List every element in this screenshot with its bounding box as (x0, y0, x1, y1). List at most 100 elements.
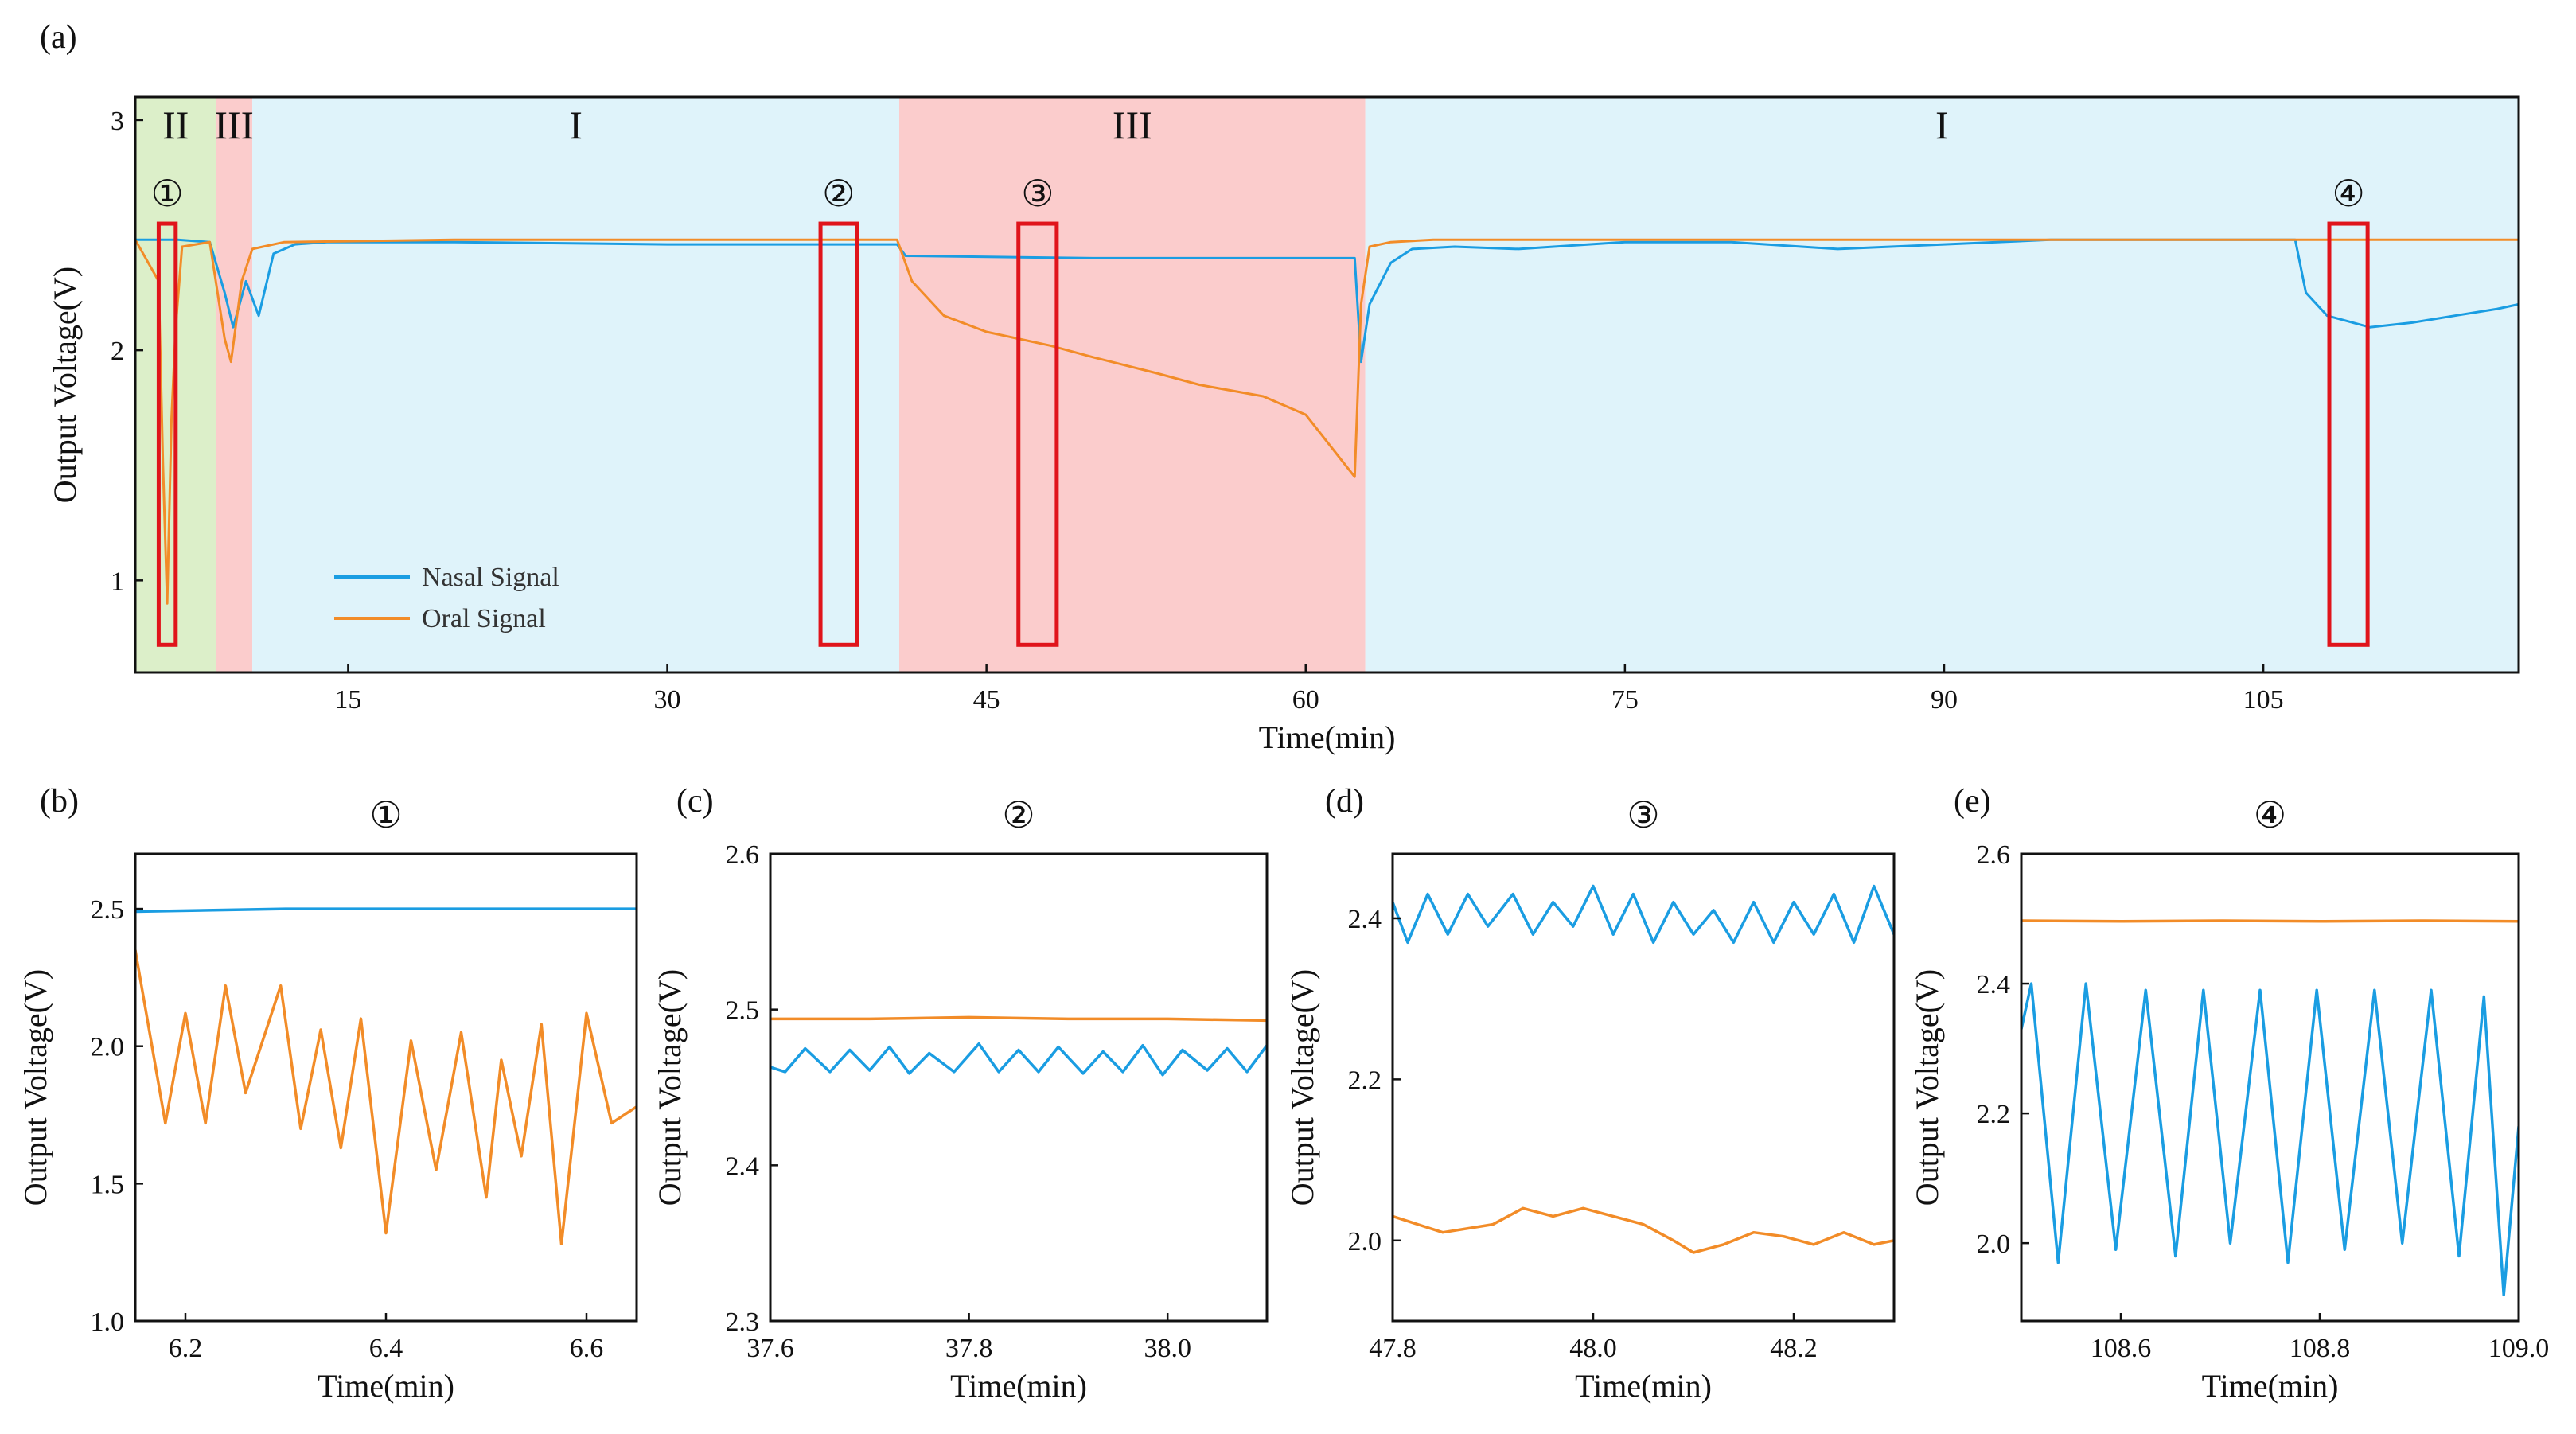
series-line (135, 949, 637, 1246)
series-line (135, 238, 2519, 364)
y-tick-label: 2.0 (1348, 1227, 1382, 1257)
y-axis-title: Output Voltage(V) (47, 267, 83, 503)
zone-band (216, 97, 253, 672)
series-line (1393, 884, 1894, 945)
series-line (770, 1015, 1267, 1023)
x-axis-title: Time(min) (950, 1368, 1087, 1404)
zone-label: III (1113, 103, 1152, 147)
series-group (2021, 919, 2519, 1297)
y-tick-label: 2.3 (726, 1307, 760, 1337)
chart-panel-2: 37.6 37.8 38.0 2.3 2.4 2.5 2.6 Time(min) Output … (652, 783, 1269, 1404)
chart-panel-0: II III I III I① ② ③ ④15 30 45 60 75 90 105123Time(min… (40, 19, 2520, 755)
x-tick-label: 37.6 (746, 1334, 794, 1363)
marker-label: ④ (2332, 173, 2364, 214)
marker-label: ① (150, 173, 183, 214)
x-tick-label: 45 (973, 685, 1000, 715)
y-tick-label: 2.5 (91, 895, 125, 925)
panel-letter: (b) (40, 783, 79, 820)
marker-box (2327, 221, 2370, 647)
panel-letter: (c) (676, 783, 714, 820)
y-tick-label: 2.5 (726, 996, 760, 1026)
series-line (2021, 982, 2519, 1297)
x-tick-label: 48.2 (1770, 1334, 1818, 1363)
zone-band (252, 97, 900, 672)
panel-letter: (a) (40, 19, 77, 56)
marker-label: ② (822, 173, 855, 214)
zone-label: I (569, 103, 583, 147)
chart-panel-3: 47.8 48.0 48.2 2.0 2.2 2.4 Time(min) Output Vol… (1284, 783, 1896, 1404)
x-axis-title: Time(min) (318, 1368, 454, 1404)
series-line (1393, 1206, 1894, 1254)
series-group (135, 238, 2519, 605)
plot-frame (2020, 852, 2520, 1323)
panel-marker-title: ① (369, 795, 402, 836)
y-tick-label: 2.6 (726, 840, 760, 870)
x-tick-label: 108.6 (2091, 1334, 2152, 1363)
panel-marker-title: ④ (2254, 795, 2286, 836)
zone-label: II (162, 103, 189, 147)
y-axis-title: Output Voltage(V) (18, 969, 53, 1206)
x-tick-label: 38.0 (1144, 1334, 1191, 1363)
y-tick-label: 1.5 (91, 1170, 125, 1199)
y-tick-label: 1 (111, 567, 124, 596)
x-tick-label: 37.8 (945, 1334, 993, 1363)
y-tick-label: 2.4 (1348, 905, 1382, 934)
y-tick-label: 3 (111, 107, 124, 136)
panel-letter: (e) (1954, 783, 1991, 820)
marker-box (1016, 221, 1059, 647)
y-axis-title: Output Voltage(V) (1284, 969, 1320, 1206)
x-tick-label: 6.4 (369, 1334, 403, 1363)
x-axis-title: Time(min) (1575, 1368, 1712, 1404)
y-tick-label: 2.6 (1977, 840, 2011, 870)
y-tick-label: 2.4 (726, 1151, 760, 1181)
panel-letter: (d) (1325, 783, 1364, 820)
zone-band (899, 97, 1366, 672)
x-axis-title: Time(min) (2202, 1368, 2339, 1404)
x-tick-label: 75 (1611, 685, 1639, 715)
zone-label: III (214, 103, 254, 147)
x-tick-label: 6.2 (169, 1334, 203, 1363)
plot-frame (1391, 852, 1896, 1323)
chart-panel-4: 108.6 108.8 109.0 2.0 2.2 2.4 2.6 Time(min) Outp… (1909, 783, 2549, 1404)
y-tick-label: 2.0 (1977, 1229, 2011, 1259)
series-line (770, 1042, 1267, 1077)
marker-box (156, 221, 178, 647)
plot-frame (134, 95, 2520, 674)
series-line (135, 238, 2519, 605)
x-tick-label: 6.6 (570, 1334, 604, 1363)
legend-label: Nasal Signal (422, 563, 559, 592)
chart-panel-1: 6.2 6.4 6.6 1.0 1.5 2.0 2.5 Time(min) Output Vol… (18, 783, 638, 1404)
series-line (2021, 919, 2519, 923)
marker-label: ③ (1021, 173, 1054, 214)
panel-marker-title: ③ (1627, 795, 1659, 836)
y-axis-title: Output Voltage(V) (652, 969, 688, 1206)
series-group (1393, 884, 1894, 1254)
y-tick-label: 2.0 (91, 1033, 125, 1062)
panel-marker-title: ② (1002, 795, 1035, 836)
x-tick-label: 60 (1292, 685, 1319, 715)
y-tick-label: 2.2 (1977, 1100, 2011, 1129)
series-group (135, 907, 637, 1246)
y-tick-label: 2 (111, 337, 124, 366)
plot-frame (769, 852, 1269, 1323)
y-tick-label: 1.0 (91, 1307, 125, 1337)
x-tick-label: 48.0 (1569, 1334, 1617, 1363)
x-tick-label: 90 (1931, 685, 1958, 715)
x-tick-label: 109.0 (2488, 1334, 2550, 1363)
y-axis-title: Output Voltage(V) (1909, 969, 1945, 1206)
x-tick-label: 108.8 (2290, 1334, 2351, 1363)
y-tick-label: 2.2 (1348, 1066, 1382, 1095)
x-axis-title: Time(min) (1259, 719, 1396, 755)
x-tick-label: 105 (2243, 685, 2284, 715)
marker-box (818, 221, 859, 647)
x-tick-label: 15 (334, 685, 361, 715)
series-group (770, 1015, 1267, 1077)
y-tick-label: 2.4 (1977, 970, 2011, 1000)
series-line (135, 907, 637, 914)
zone-band (1365, 97, 2519, 672)
x-tick-label: 30 (654, 685, 681, 715)
x-tick-label: 47.8 (1369, 1334, 1417, 1363)
legend-label: Oral Signal (422, 604, 546, 633)
zone-label: I (1935, 103, 1949, 147)
